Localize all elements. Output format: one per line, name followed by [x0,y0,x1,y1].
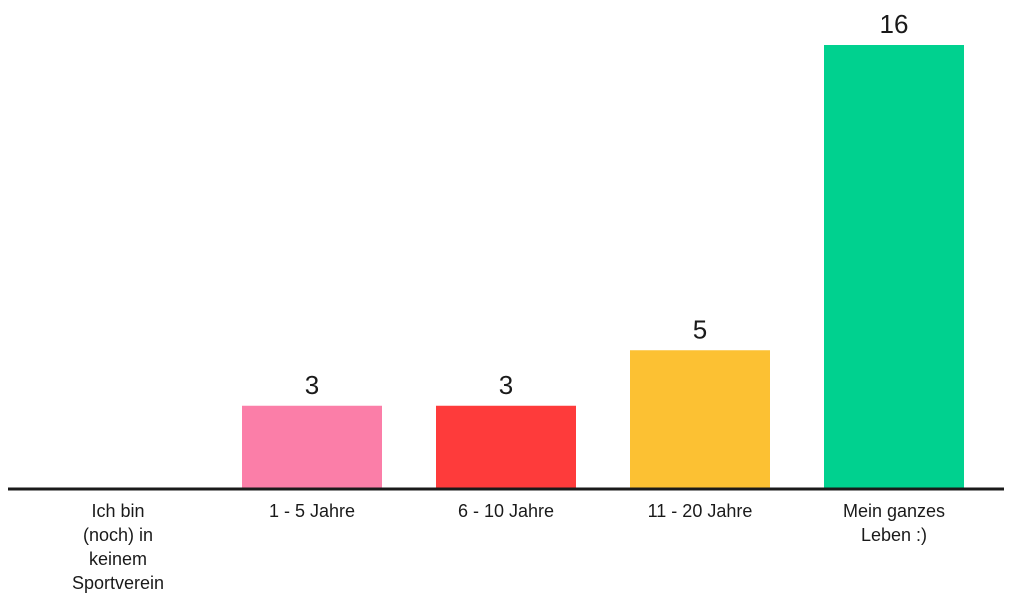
category-label-line: 11 - 20 Jahre [648,501,753,521]
category-labels-group: Ich bin (noch) in keinem Sportverein 1 - 5 J… [72,501,945,593]
value-label-3: 5 [693,314,707,344]
bar-3 [630,350,770,489]
category-label-line: 6 - 10 Jahre [458,501,554,521]
category-label-line: Mein ganzes [843,501,945,521]
category-label-0: Ich bin (noch) in keinem Sportverein [72,501,164,593]
category-label-4: Mein ganzes Leben :) [843,501,945,545]
category-label-line: (noch) in [83,525,153,545]
category-label-2: 6 - 10 Jahre [458,501,554,521]
value-label-1: 3 [305,370,319,400]
category-label-1: 1 - 5 Jahre [269,501,355,521]
value-label-2: 3 [499,370,513,400]
value-labels-group: 3 3 5 16 [305,9,909,400]
category-label-line: Sportverein [72,573,164,593]
category-label-line: keinem [89,549,147,569]
bar-1 [242,405,382,489]
value-label-4: 16 [880,9,909,39]
category-label-line: Leben :) [861,525,927,545]
category-label-line: Ich bin [91,501,144,521]
category-label-3: 11 - 20 Jahre [648,501,753,521]
bar-4 [824,45,964,489]
category-label-line: 1 - 5 Jahre [269,501,355,521]
bar-2 [436,405,576,489]
bars-group [242,45,964,489]
